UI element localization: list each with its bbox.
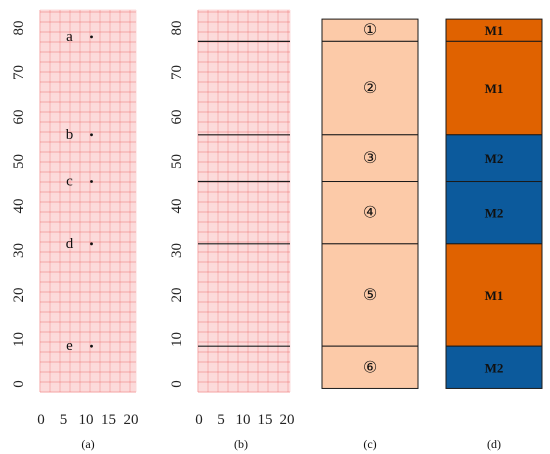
layer-label: ② [363,78,377,97]
x-tick-label: 0 [195,412,203,428]
sample-point [90,35,93,39]
point-label: d [66,236,74,252]
layer-block [445,243,543,347]
layers-c: ① ② ③ ④ ⑤ ⑥ [321,18,419,389]
caption-a: (a) [81,437,94,451]
panel-d: M1 M1 M2 M2 M1 M2 (d) [445,18,543,451]
x-tick-label: 15 [258,412,273,428]
layer-label: ③ [363,148,377,167]
y-tick-label: 70 [11,65,27,80]
caption-d: (d) [487,437,501,451]
y-tick-label: 30 [169,243,185,258]
point-label: a [66,29,73,45]
y-tick-label: 40 [169,199,185,214]
panel-c: ① ② ③ ④ ⑤ ⑥ (c) [321,18,419,451]
x-tick-label: 15 [101,412,116,428]
point-label: b [66,127,74,143]
y-tick-label: 20 [169,288,185,303]
x-ticks-b: 0 5 10 15 20 [195,412,294,428]
x-tick-label: 0 [37,412,45,428]
layer-label: ⑤ [363,285,377,304]
points-a: a b c d e [66,29,93,354]
y-ticks-b: 0 10 20 30 40 50 60 70 80 [169,21,185,388]
y-tick-label: 80 [169,21,185,36]
sample-point [90,344,93,348]
layer-block [321,134,419,183]
layers-d: M1 M1 M2 M2 M1 M2 [445,18,543,389]
layer-block [445,181,543,245]
layer-block [445,40,543,136]
layer-label: M1 [485,81,504,96]
y-tick-label: 20 [11,288,27,303]
point-label: c [66,174,73,190]
y-tick-label: 50 [11,154,27,169]
y-tick-label: 60 [11,110,27,125]
interfaces-b [198,40,290,347]
y-tick-label: 0 [169,380,185,388]
layer-label: ⑥ [363,357,377,376]
grid-lines-a [39,9,137,393]
x-tick-label: 5 [217,412,225,428]
y-tick-label: 10 [169,332,185,347]
caption-c: (c) [363,437,376,451]
layer-block [321,40,419,136]
layer-label: M2 [485,360,504,375]
layer-block [321,345,419,389]
sample-point [90,180,93,183]
layer-label: ④ [363,203,377,222]
sample-point [90,133,93,137]
layer-label: M1 [485,288,504,303]
x-tick-label: 20 [124,412,139,428]
x-tick-label: 5 [60,412,68,428]
layer-block [445,345,543,389]
layer-label: M2 [485,151,504,166]
x-tick-label: 20 [280,412,295,428]
caption-b: (b) [234,437,248,451]
y-tick-label: 80 [11,21,27,36]
y-ticks-a: 0 10 20 30 40 50 60 70 80 [11,21,27,388]
x-tick-label: 10 [79,412,94,428]
layer-block [445,134,543,183]
y-tick-label: 40 [11,199,27,214]
y-tick-label: 70 [169,65,185,80]
y-tick-label: 10 [11,332,27,347]
point-label: e [66,338,73,354]
sample-point [90,242,93,246]
layer-block [321,243,419,347]
grid-lines-b [197,9,291,393]
layer-label: M2 [485,206,504,221]
y-tick-label: 30 [11,243,27,258]
y-tick-label: 50 [169,154,185,169]
layer-label: M1 [485,23,504,38]
y-tick-label: 0 [11,380,27,388]
layer-block [321,181,419,245]
x-ticks-a: 0 5 10 15 20 [37,412,138,428]
y-tick-label: 60 [169,110,185,125]
layer-label: ① [363,20,377,39]
x-tick-label: 10 [236,412,251,428]
